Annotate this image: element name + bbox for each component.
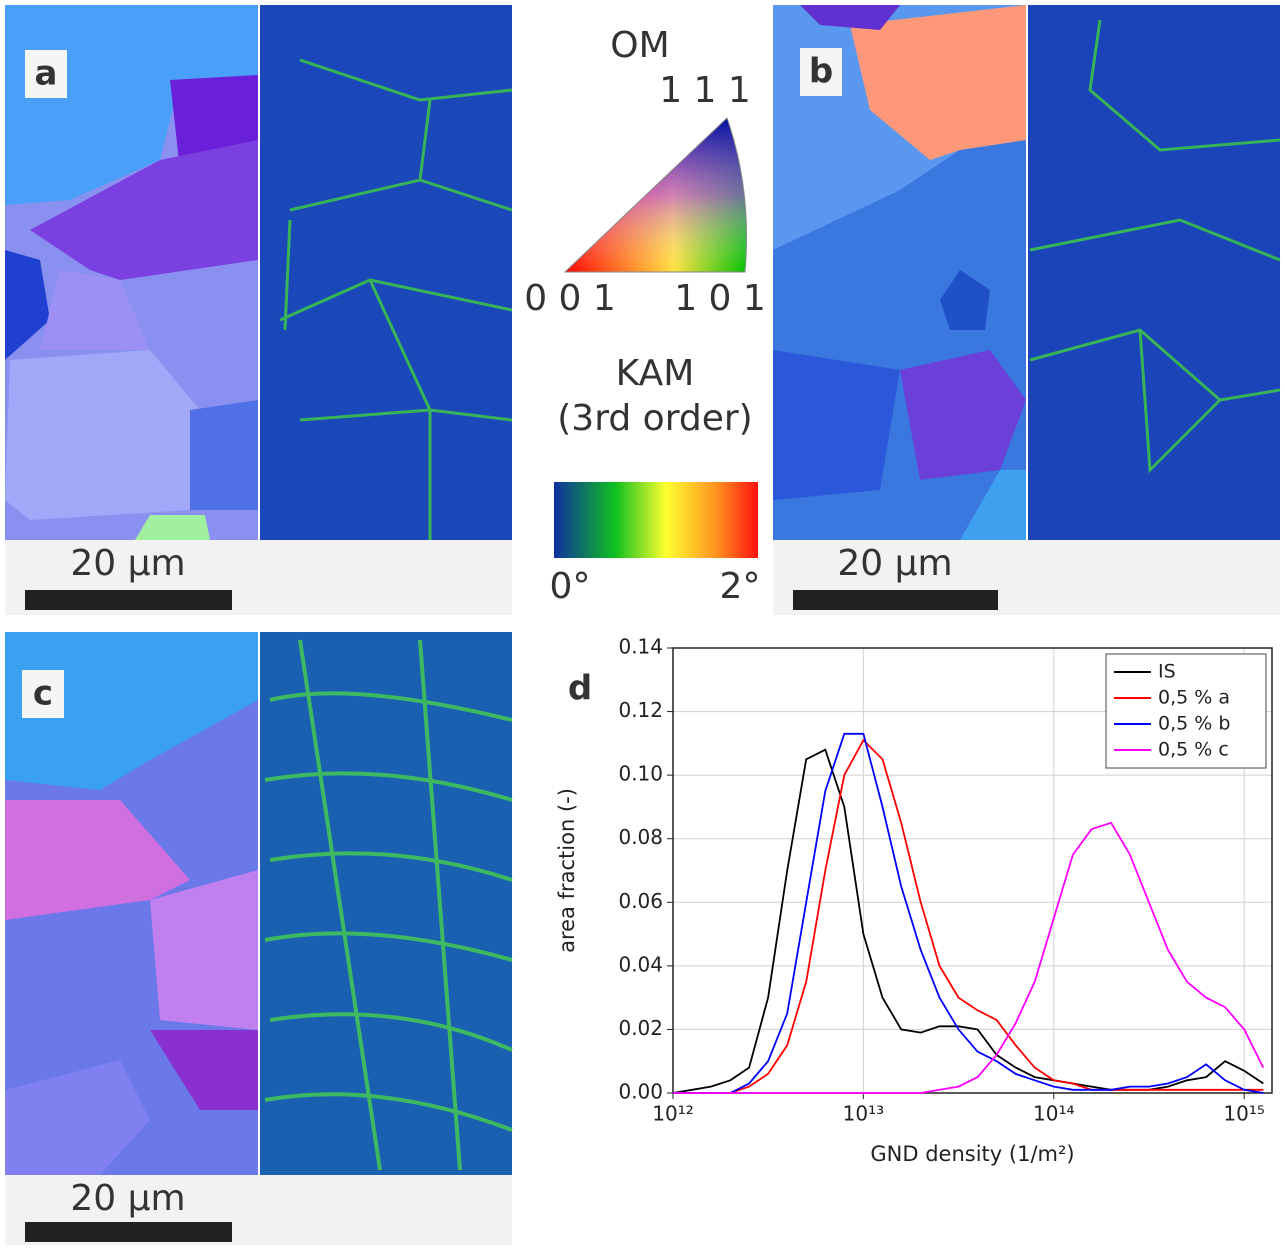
line-series: [673, 738, 1264, 1094]
color-legend: OM 1 1 1 0 0 1 1 0 1 KAM (3rd order) 0° …: [524, 25, 766, 607]
scale-bar-label: 20 µm: [70, 543, 185, 584]
legend-label: 0,5 % b: [1158, 713, 1230, 735]
legend-label: 0,5 % c: [1158, 739, 1229, 761]
scale-bar: [25, 590, 232, 610]
x-tick-label: 10¹²: [652, 1102, 693, 1126]
x-axis-label: GND density (1/m²): [870, 1142, 1074, 1166]
line-series: [673, 821, 1265, 1094]
panel-label: a: [35, 54, 58, 94]
y-tick-label: 0.04: [618, 952, 663, 976]
panel-c: c 20 µm: [5, 632, 513, 1245]
kam-min: 0°: [550, 566, 591, 607]
scale-bar: [793, 590, 998, 610]
scale-bar-label: 20 µm: [837, 543, 952, 584]
scale-bar: [25, 1222, 232, 1242]
x-tick-label: 10¹⁵: [1223, 1102, 1264, 1126]
panel-label: b: [809, 52, 833, 92]
y-tick-label: 0.12: [618, 698, 663, 722]
line-series: [673, 732, 1264, 1094]
om-corner: 1 0 1: [674, 278, 766, 319]
panel-b: b 20 µm: [773, 5, 1281, 615]
y-tick-label: 0.06: [618, 889, 663, 913]
y-tick-label: 0.10: [618, 762, 663, 786]
y-tick-label: 0.14: [618, 635, 663, 659]
kam-colorbar: [554, 482, 758, 558]
y-tick-label: 0.02: [618, 1016, 663, 1040]
y-tick-label: 0.00: [618, 1080, 663, 1104]
x-tick-label: 10¹⁴: [1033, 1102, 1074, 1126]
om-title: OM: [610, 25, 669, 66]
legend-label: 0,5 % a: [1158, 687, 1230, 709]
panel-label: d: [568, 669, 592, 709]
kam-title: KAM: [616, 353, 695, 394]
om-corner: 0 0 1: [524, 278, 616, 319]
panel-label: c: [33, 674, 53, 714]
x-tick-label: 10¹³: [843, 1102, 884, 1126]
kam-subtitle: (3rd order): [557, 398, 752, 439]
kam-max: 2°: [720, 566, 761, 607]
scale-bar-label: 20 µm: [70, 1178, 185, 1219]
legend-label: IS: [1158, 661, 1176, 683]
y-axis-label: area fraction (-): [555, 788, 579, 953]
y-tick-label: 0.08: [618, 825, 663, 849]
plot-frame: [672, 647, 1273, 1094]
line-series: [672, 748, 1264, 1094]
om-corner: 1 1 1: [659, 70, 751, 111]
panel-a: a 20 µm: [5, 5, 513, 615]
